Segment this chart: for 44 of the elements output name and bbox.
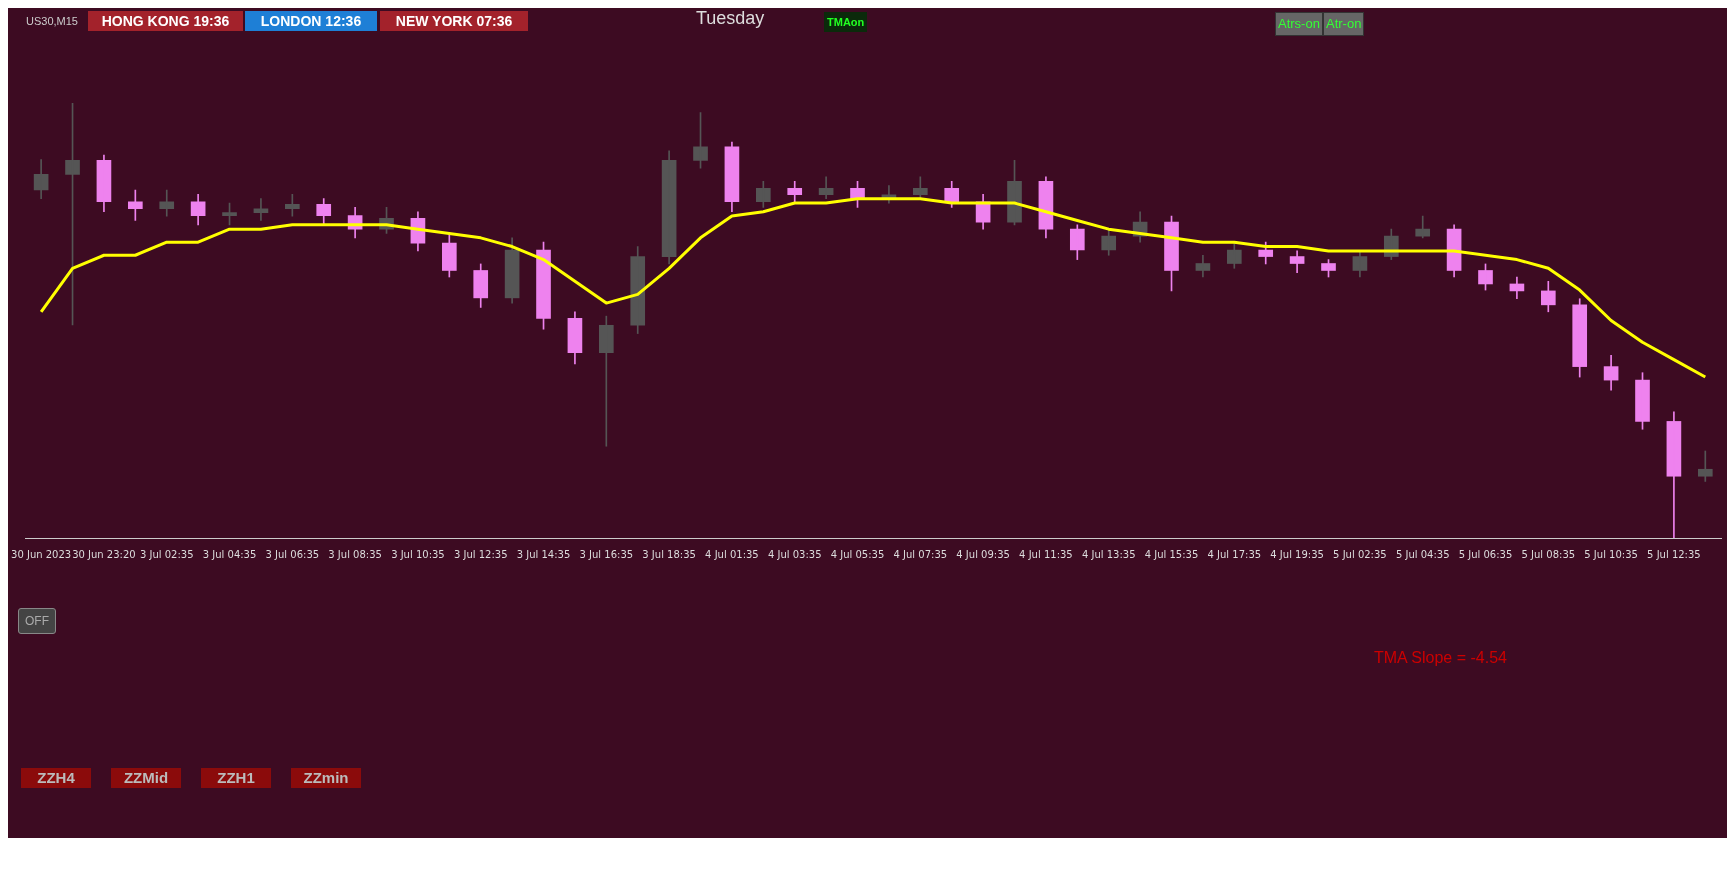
text: Atrs-on	[1275, 12, 1323, 36]
candlestick	[1697, 450, 1713, 482]
text: NEW YORK 07:36	[380, 11, 528, 31]
text: ZZH1	[201, 768, 271, 788]
x-tick-label: 5 Jul 04:35	[1395, 548, 1450, 560]
text: ZZMid	[111, 768, 181, 788]
x-tick-label: 3 Jul 14:35	[516, 548, 571, 560]
x-tick-label: 3 Jul 12:35	[453, 548, 508, 560]
x-tick-label: 4 Jul 19:35	[1270, 548, 1324, 560]
x-tick-label: 4 Jul 05:35	[830, 548, 885, 560]
x-tick-label: 5 Jul 12:35	[1647, 548, 1701, 560]
text: TMAon	[824, 12, 868, 32]
x-tick-label: 4 Jul 17:35	[1207, 548, 1262, 560]
candlestick	[159, 189, 175, 217]
text: LONDON 12:36	[245, 11, 377, 31]
x-tick-label: 3 Jul 06:35	[265, 548, 320, 560]
text: Atr-on	[1323, 12, 1365, 36]
x-tick-label: 3 Jul 02:35	[139, 548, 194, 560]
x-tick-label: 3 Jul 18:35	[642, 548, 696, 560]
text: ZZH4	[21, 768, 91, 788]
x-tick-label: 3 Jul 16:35	[579, 548, 634, 560]
text: HONG KONG 19:36	[88, 11, 243, 31]
text: US30,M15	[26, 14, 78, 29]
x-tick-label: 4 Jul 01:35	[705, 548, 759, 560]
x-tick-label: 5 Jul 10:35	[1584, 548, 1638, 560]
x-tick-label: 4 Jul 11:35	[1019, 548, 1073, 560]
candlestick	[253, 198, 269, 221]
x-tick-label: 5 Jul 06:35	[1458, 548, 1513, 560]
x-tick-label: 30 Jun 2023	[11, 548, 72, 560]
text: TMA Slope = -4.54	[1374, 648, 1507, 668]
x-tick-label: 4 Jul 07:35	[893, 548, 948, 560]
x-tick-label: 4 Jul 15:35	[1144, 548, 1199, 560]
text: Tuesday	[696, 8, 765, 28]
x-tick-label: 5 Jul 02:35	[1333, 548, 1387, 560]
x-tick-label: 3 Jul 08:35	[328, 548, 382, 560]
x-tick-label: 30 Jun 23:20	[72, 548, 136, 560]
text: ZZmin	[291, 768, 361, 788]
x-tick-label: 5 Jul 08:35	[1521, 548, 1576, 560]
x-tick-label: 3 Jul 04:35	[202, 548, 257, 560]
text: OFF	[18, 608, 56, 634]
x-tick-label: 4 Jul 03:35	[767, 548, 822, 560]
x-tick-label: 4 Jul 13:35	[1081, 548, 1136, 560]
x-tick-label: 4 Jul 09:35	[956, 548, 1010, 560]
x-tick-label: 3 Jul 10:35	[391, 548, 445, 560]
